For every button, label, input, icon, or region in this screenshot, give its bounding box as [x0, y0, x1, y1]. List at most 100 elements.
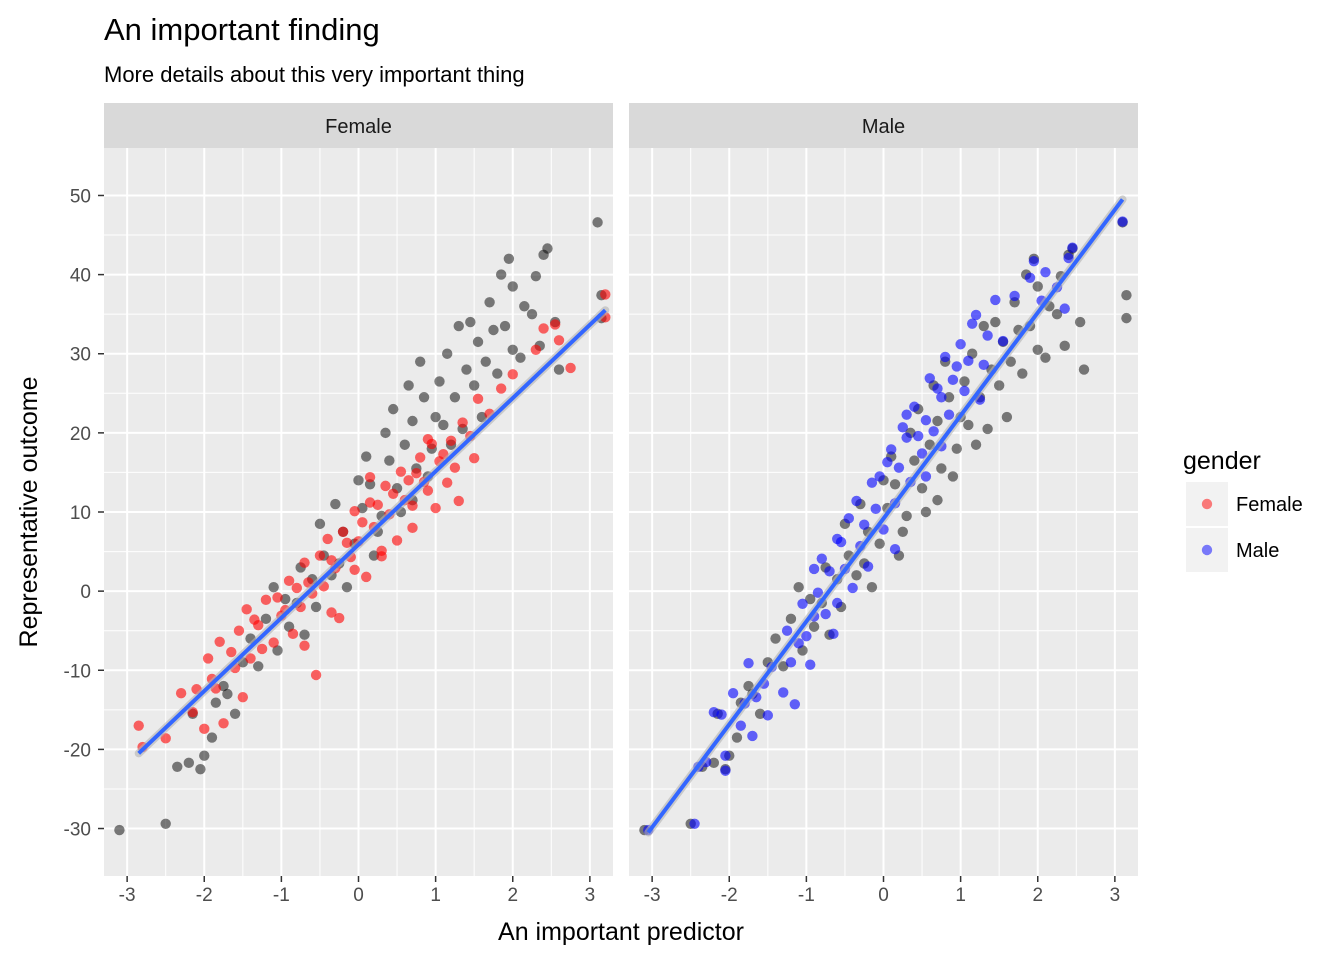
data-point-male — [743, 657, 754, 669]
x-tick-label: 0 — [353, 885, 364, 906]
data-point-all — [530, 270, 542, 282]
data-point-male — [689, 818, 700, 829]
x-tick-label: -1 — [273, 885, 290, 906]
chart-subtitle: More details about this very important t… — [104, 62, 525, 87]
x-tick-label: 1 — [955, 885, 966, 906]
data-point-all — [503, 253, 515, 264]
data-point-female — [407, 500, 418, 511]
facet-strip-label: Male — [862, 116, 905, 138]
data-point-all — [897, 526, 908, 537]
data-point-all — [507, 344, 518, 355]
chart-title: An important finding — [104, 12, 380, 47]
data-point-male — [789, 699, 801, 710]
data-point-male — [824, 566, 835, 577]
data-point-female — [299, 557, 310, 568]
y-tick-label: 50 — [70, 186, 91, 207]
y-axis: -30 -20 -10 0 10 20 30 40 50 — [64, 186, 104, 841]
data-point-female — [341, 537, 353, 549]
data-point-all — [936, 463, 947, 474]
data-point-female — [414, 452, 426, 463]
data-point-all — [199, 750, 210, 761]
data-point-male — [797, 598, 808, 609]
data-point-female — [445, 435, 457, 446]
data-point-male — [1059, 303, 1070, 314]
x-tick-label: -2 — [721, 885, 738, 906]
data-point-all — [341, 581, 353, 593]
data-point-all — [368, 550, 380, 561]
data-point-male — [997, 335, 1009, 347]
data-point-male — [901, 432, 912, 443]
legend: gender Female Male — [1183, 447, 1303, 572]
data-point-female — [357, 517, 368, 528]
data-point-all — [280, 593, 291, 605]
data-point-female — [565, 362, 576, 374]
facets-layer: Female -3 -2 -1 0 1 2 3 Male -3 -2 -1 0 1 2 3 — [104, 103, 1138, 906]
data-point-all — [990, 316, 1001, 328]
data-point-male — [947, 374, 959, 386]
x-tick-label: -3 — [119, 885, 136, 906]
data-point-all — [526, 308, 538, 320]
data-point-all — [1032, 281, 1043, 292]
data-point-male — [785, 657, 797, 668]
data-point-female — [430, 502, 441, 514]
data-point-female — [245, 653, 256, 664]
data-point-female — [388, 488, 399, 499]
data-point-female — [391, 535, 403, 546]
data-point-all — [488, 324, 499, 336]
data-point-male — [1009, 290, 1020, 302]
x-tick-label: -1 — [798, 885, 815, 906]
data-point-male — [916, 448, 928, 459]
data-point-female — [214, 636, 225, 647]
data-point-all — [484, 297, 495, 308]
data-point-female — [310, 669, 322, 681]
data-point-all — [708, 757, 720, 769]
data-point-all — [993, 380, 1005, 391]
data-point-female — [453, 495, 464, 507]
data-point-female — [530, 344, 542, 355]
legend-label: Female — [1236, 494, 1303, 516]
data-point-female — [334, 612, 345, 624]
data-point-female — [241, 604, 252, 615]
data-point-all — [1074, 316, 1086, 328]
data-point-male — [866, 477, 878, 488]
data-point-all — [805, 593, 816, 605]
data-point-male — [716, 709, 727, 720]
data-point-all — [553, 364, 565, 375]
data-point-all — [515, 352, 526, 363]
legend-label: Male — [1236, 540, 1279, 562]
y-tick-label: -10 — [64, 661, 91, 682]
data-point-female — [468, 452, 480, 464]
data-point-all — [414, 356, 426, 367]
data-point-all — [1040, 352, 1051, 363]
data-point-all — [507, 281, 518, 292]
data-point-all — [229, 708, 241, 719]
y-tick-label: 40 — [70, 266, 91, 287]
data-point-male — [882, 456, 893, 468]
data-point-male — [862, 561, 874, 572]
data-point-male — [970, 309, 982, 321]
data-point-all — [353, 475, 364, 486]
data-point-all — [430, 411, 441, 423]
data-point-female — [199, 723, 210, 735]
data-point-male — [805, 659, 816, 670]
data-point-female — [237, 691, 249, 703]
data-point-male — [801, 631, 812, 642]
data-point-all — [1078, 364, 1090, 375]
data-point-male — [982, 330, 993, 341]
data-point-all — [947, 471, 959, 482]
data-point-female — [283, 575, 295, 587]
data-point-female — [422, 485, 434, 496]
regression-line — [137, 308, 607, 755]
data-point-female — [372, 499, 383, 511]
data-point-all — [472, 336, 484, 348]
data-point-male — [832, 533, 843, 545]
x-tick-label: 1 — [430, 885, 441, 906]
data-point-all — [364, 479, 376, 490]
data-point-all — [388, 403, 399, 415]
legend-title: gender — [1183, 447, 1261, 475]
data-point-all — [361, 451, 372, 462]
data-point-all — [210, 697, 222, 708]
data-point-female — [202, 653, 214, 664]
x-tick-label: 0 — [878, 885, 889, 906]
